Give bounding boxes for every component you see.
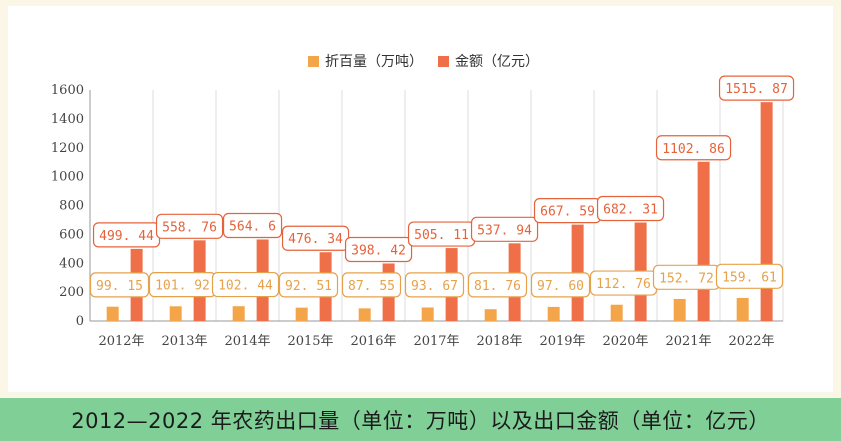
data-label-amount-box (470, 216, 539, 242)
x-tick-label: 2017年 (413, 334, 459, 349)
data-label-amount-box (155, 213, 224, 239)
data-label-amount: 476. 34 (288, 232, 343, 247)
bar-volume (421, 307, 434, 321)
x-tick-label: 2021年 (665, 334, 711, 349)
data-label-volume: 97. 60 (537, 279, 584, 294)
x-tick-label: 2014年 (224, 334, 270, 349)
bar-volume (736, 297, 749, 321)
y-tick-label: 0 (76, 314, 84, 329)
data-label-volume-box (467, 272, 528, 298)
bar-volume (610, 304, 623, 321)
bar-volume (295, 307, 308, 321)
bar-volume (232, 306, 245, 321)
x-tick-label: 2013年 (161, 334, 207, 349)
data-label-amount-box (718, 75, 795, 101)
data-label-amount: 682. 31 (603, 202, 658, 217)
legend-label-amount: 金额（亿元） (455, 54, 539, 70)
data-label-amount: 499. 44 (99, 229, 154, 244)
y-tick-label: 800 (59, 199, 84, 214)
x-tick-label: 2019年 (539, 334, 585, 349)
data-label-volume: 101. 92 (155, 279, 210, 294)
data-label-volume: 99. 15 (96, 279, 143, 294)
plot-area: 0 200 400 600 800 1000 1200 1400 1600 2012年 2013年 2… (8, 6, 833, 392)
x-tick-label: 2015年 (287, 334, 333, 349)
legend-label-volume: 折百量（万吨） (325, 54, 423, 70)
data-label-volume-box (278, 272, 339, 298)
data-label-volume: 81. 76 (474, 279, 521, 294)
y-tick-label: 1400 (51, 112, 84, 127)
data-label-amount-box (344, 236, 413, 263)
bar-chart: 0 200 400 600 800 1000 1200 1400 1600 2012年 2013年 2… (51, 54, 795, 349)
bar-volume (547, 306, 560, 321)
figure-caption: 2012—2022 年农药出口量（单位：万吨）以及出口金额（单位：亿元） (71, 408, 770, 433)
bar-volume (106, 306, 119, 321)
y-tick-label: 1200 (51, 141, 84, 156)
data-label-volume-box (530, 272, 591, 298)
y-tick-label: 1000 (51, 170, 84, 185)
data-label-amount: 1102. 86 (662, 142, 725, 157)
caption-bar: 2012—2022 年农药出口量（单位：万吨）以及出口金额（单位：亿元） (0, 398, 841, 441)
data-label-volume: 102. 44 (218, 279, 273, 294)
data-label-volume-box (404, 272, 465, 298)
data-label-amount: 537. 94 (477, 223, 532, 238)
data-label-amount: 398. 42 (351, 243, 406, 258)
data-label-amount: 667. 59 (540, 205, 595, 220)
data-label-volume-box (715, 263, 784, 289)
x-tick-label: 2012年 (98, 334, 144, 349)
data-label-amount-box (596, 195, 665, 222)
y-tick-label: 200 (59, 285, 84, 300)
data-label-volume-box (211, 271, 280, 298)
data-label-volume: 159. 61 (722, 270, 777, 285)
y-tick-label: 1600 (51, 83, 84, 98)
bar-amount (697, 161, 710, 321)
legend-swatch-volume (308, 56, 319, 67)
x-tick-label: 2020年 (602, 334, 648, 349)
data-label-volume: 112. 76 (596, 277, 651, 292)
data-label-volume-box (89, 272, 150, 298)
data-label-amount: 564. 6 (229, 219, 276, 234)
x-tick-label: 2016年 (350, 334, 396, 349)
x-tick-label: 2022年 (728, 334, 774, 349)
x-tick-label: 2018年 (476, 334, 522, 349)
data-label-volume: 92. 51 (285, 279, 332, 294)
y-tick-label: 400 (59, 256, 84, 271)
data-label-volume-box (341, 272, 402, 298)
data-label-volume: 87. 55 (348, 279, 395, 294)
data-label-amount-box (655, 135, 732, 161)
y-tick-label: 600 (59, 227, 84, 242)
data-label-volume: 152. 72 (659, 271, 714, 286)
data-label-volume: 93. 67 (411, 279, 458, 294)
data-label-amount: 558. 76 (162, 220, 217, 235)
bar-volume (673, 298, 686, 321)
data-label-amount-box (222, 212, 283, 239)
bar-volume (169, 306, 182, 321)
bar-volume (484, 309, 497, 321)
legend-swatch-amount (438, 56, 449, 67)
data-label-amount: 1515. 87 (725, 82, 788, 97)
bar-volume (358, 308, 371, 321)
data-label-amount: 505. 11 (414, 228, 469, 243)
